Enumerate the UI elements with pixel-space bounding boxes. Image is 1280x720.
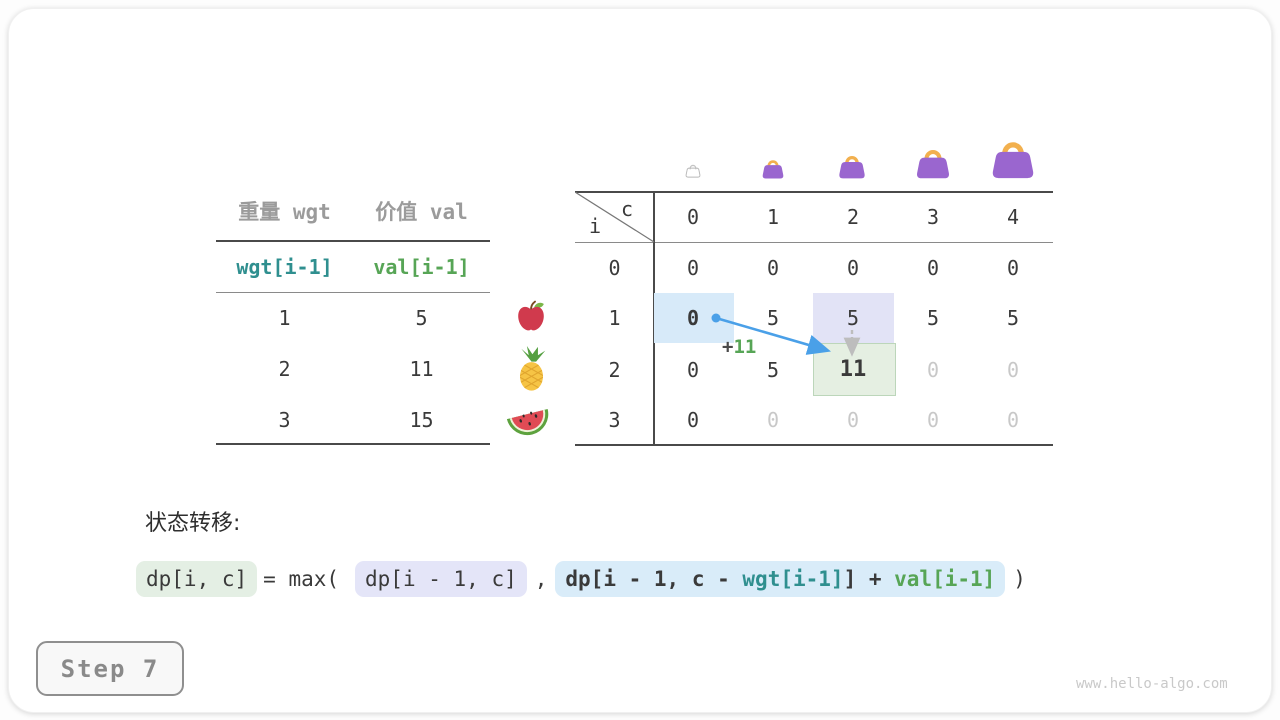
dp-col-headers: 0 1 2 3 4 — [653, 193, 1053, 241]
dp-row-headers: 0 1 2 3 — [575, 243, 654, 444]
dp-cell-1-4: 5 — [1006, 306, 1020, 330]
added-value: 11 — [733, 336, 757, 358]
watermelon-icon — [505, 401, 552, 438]
item-row-1: 1 5 — [216, 306, 490, 330]
dp-cell-2-3: 0 — [926, 357, 940, 382]
dp-cell-0-2: 0 — [846, 256, 860, 280]
col-axis-label: c — [621, 197, 634, 221]
dp-value-grid: 0 0 0 0 0 0 5 5 5 5 0 5 11 0 0 0 0 0 0 0 — [653, 243, 1053, 444]
item1-value: 5 — [415, 306, 428, 330]
state-transition-heading: 状态转移: — [145, 511, 241, 536]
formula-lhs: dp[i, c] — [136, 561, 258, 597]
items-header-weight: 重量 wgt — [238, 200, 331, 224]
dp-cell-2-1: 5 — [766, 357, 780, 382]
dp-cell-1-0: 0 — [686, 306, 700, 330]
plus-value-annotation: +11 — [722, 336, 756, 358]
dp-table-rule-header — [575, 242, 1053, 243]
state-transition-formula: dp[i, c] = max( dp[i - 1, c] , dp[i - 1,… — [136, 561, 1026, 597]
formula-arg1: dp[i - 1, c] — [355, 561, 527, 597]
dp-cell-2-0: 0 — [686, 357, 700, 382]
watermark: www.hello-algo.com — [1076, 676, 1228, 692]
dp-cell-1-3: 5 — [926, 306, 940, 330]
formula-arg2-prefix: dp[i - 1, c - — [565, 567, 743, 591]
bag-capacity-4-icon — [989, 136, 1037, 179]
dp-cell-3-0: 0 — [686, 408, 700, 432]
dp-table-diagonal — [575, 192, 655, 243]
items-table-rule-bottom — [216, 443, 490, 445]
dp-cell-3-3: 0 — [926, 408, 940, 432]
formula-comma: , — [534, 567, 548, 591]
col-header-4: 4 — [1006, 205, 1020, 229]
val-index-label: val[i-1] — [373, 255, 470, 279]
dp-cell-3-2: 0 — [846, 408, 860, 432]
formula-arg2-mid: ] + — [843, 567, 895, 591]
wgt-index-label: wgt[i-1] — [236, 255, 333, 279]
col-header-1: 1 — [766, 205, 780, 229]
dp-cell-0-0: 0 — [686, 256, 700, 280]
formula-close-paren: ) — [1013, 567, 1026, 591]
row-header-3: 3 — [608, 408, 621, 432]
row-axis-label: i — [589, 214, 602, 238]
apple-icon — [515, 299, 547, 333]
dp-cell-1-2: 5 — [846, 306, 860, 330]
empty-bag-icon — [685, 162, 701, 178]
dp-cell-0-4: 0 — [1006, 256, 1020, 280]
item3-value: 15 — [409, 408, 434, 432]
item3-weight: 3 — [278, 408, 291, 432]
step-badge: Step 7 — [36, 641, 184, 696]
highlight-cell-dp-1-2 — [813, 293, 894, 343]
col-header-2: 2 — [846, 205, 860, 229]
dp-cell-2-4: 0 — [1006, 357, 1020, 382]
dp-table-rule-bottom — [575, 444, 1053, 446]
col-header-0: 0 — [686, 205, 700, 229]
item2-weight: 2 — [278, 357, 291, 381]
item-row-2: 2 11 — [216, 357, 490, 381]
dp-cell-0-1: 0 — [766, 256, 780, 280]
bag-capacity-2-icon — [837, 152, 867, 179]
items-table-header: 重量 wgt 价值 val — [216, 196, 490, 226]
dp-cell-3-1: 0 — [766, 408, 780, 432]
formula-arg2-wgt: wgt[i-1] — [742, 567, 844, 591]
bag-capacity-3-icon — [914, 145, 952, 179]
bag-capacity-1-icon — [761, 157, 785, 179]
items-table-index-row: wgt[i-1] val[i-1] — [216, 255, 490, 279]
items-table-rule-mid — [216, 292, 490, 293]
item1-weight: 1 — [278, 306, 291, 330]
plus-sign: + — [722, 336, 734, 358]
item2-value: 11 — [409, 357, 434, 381]
row-header-0: 0 — [608, 256, 621, 280]
row-header-1: 1 — [608, 306, 621, 330]
dp-cell-0-3: 0 — [926, 256, 940, 280]
dp-table-rule-top — [575, 191, 1053, 193]
formula-arg2-val: val[i-1] — [894, 567, 996, 591]
items-header-value: 价值 val — [375, 200, 468, 224]
items-table-rule-top — [216, 240, 490, 242]
dp-cell-2-2: 11 — [839, 357, 867, 382]
col-header-3: 3 — [926, 205, 940, 229]
dp-cell-3-4: 0 — [1006, 408, 1020, 432]
formula-eq-max: = max( — [263, 567, 340, 591]
pineapple-icon — [513, 346, 550, 392]
formula-arg2: dp[i - 1, c - wgt[i-1]] + val[i-1] — [555, 561, 1006, 597]
item-row-3: 3 15 — [216, 408, 490, 432]
row-header-2: 2 — [608, 357, 621, 382]
